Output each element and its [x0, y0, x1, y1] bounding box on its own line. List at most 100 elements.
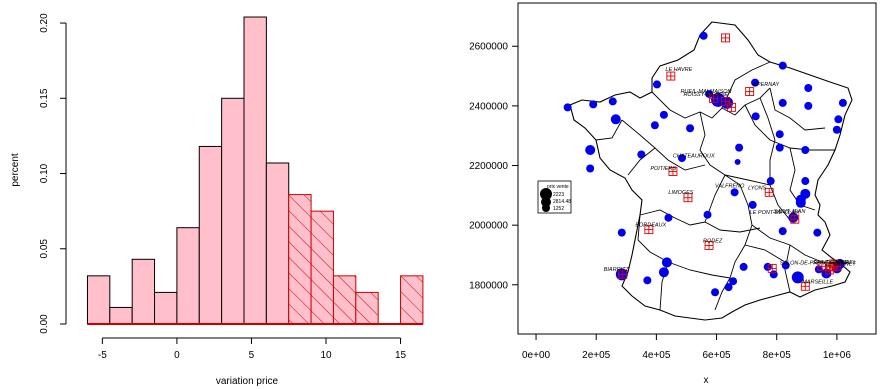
map-point [832, 125, 841, 134]
map-point [699, 31, 708, 40]
map-point [586, 164, 595, 173]
histogram-x-tick-label: 10 [320, 350, 332, 361]
map-y-tick-label: 2600000 [469, 42, 508, 53]
map-point [838, 98, 847, 107]
map-point [739, 262, 748, 271]
histogram-y-tick-label: 0.15 [39, 88, 50, 108]
map-city-label: RODEZ [703, 238, 723, 244]
map-point [801, 146, 810, 155]
map-city-label: SAINT-JEAN [774, 209, 806, 215]
map-point [735, 143, 744, 152]
map-city-label: BIARRITZ [604, 267, 630, 273]
histogram-y-axis: 0.00 0.05 0.10 0.15 0.20 [39, 13, 67, 334]
histogram-y-tick-label: 0.20 [39, 13, 50, 33]
map-chart: LE HAVRE EPERNAY RUEIL-MALMAISONROISSY-EN-… [469, 2, 877, 386]
map-highlight-marker [644, 225, 654, 235]
map-city-label: POITIERS [650, 166, 676, 172]
map-city-label: VALFRENO [715, 183, 745, 189]
map-point [686, 124, 695, 133]
histogram-bar-highlight [332, 275, 357, 325]
map-highlight-marker [683, 193, 693, 203]
map-point [775, 143, 784, 152]
map-point [775, 130, 784, 139]
map-highlight-marker [745, 87, 755, 97]
map-point [734, 158, 741, 165]
map-x-axis: 0e+00 2e+05 4e+05 6e+05 8e+05 1e+06 [522, 333, 851, 361]
map-point [617, 228, 626, 237]
map-point [801, 177, 810, 186]
map-y-tick-label: 1800000 [469, 280, 508, 291]
map-x-tick-label: 2e+05 [582, 350, 611, 361]
histogram-x-label: variation price [216, 376, 279, 387]
map-point [763, 262, 772, 271]
map-city-label: SALON-DE-PROVENCE [780, 261, 841, 267]
legend-entry-3: 1252 [553, 206, 564, 212]
map-city-labels: LE HAVRE EPERNAY RUEIL-MALMAISONROISSY-EN-… [604, 67, 857, 285]
map-point [677, 154, 686, 163]
map-point [711, 288, 720, 297]
histogram-y-tick-label: 0.10 [39, 163, 50, 183]
map-point [610, 114, 621, 125]
legend-entry-2: 2814.48 [553, 199, 571, 205]
map-point [664, 213, 673, 222]
map-city-label: ROISSY-EN-BRIE [683, 92, 728, 98]
map-highlight-marker [721, 33, 731, 43]
map-point [659, 110, 668, 119]
map-point [650, 121, 659, 130]
map-city-label: LYONS [748, 185, 766, 191]
map-highlight-marker [704, 240, 714, 250]
map-highlight-marker [618, 269, 628, 279]
map-highlight-marker [668, 167, 678, 176]
map-y-tick-label: 2400000 [469, 101, 508, 112]
map-city-label: LE CANNET [825, 262, 857, 268]
map-city-label: LE HAVRE [665, 67, 692, 73]
histogram-x-axis: -5 0 5 10 15 [98, 337, 407, 361]
map-point [781, 261, 790, 270]
histogram-bar [109, 306, 133, 325]
map-x-tick-label: 0e+00 [522, 350, 551, 361]
map-city-label: NICE [835, 260, 848, 266]
histogram-y-label: percent [10, 153, 21, 187]
map-point [778, 227, 787, 236]
map-point [705, 89, 714, 98]
map-point [791, 271, 804, 284]
histogram-x-tick-label: -5 [98, 350, 107, 361]
histogram-x-tick-label: 5 [249, 350, 255, 361]
map-highlight-marker [666, 71, 676, 81]
map-x-tick-label: 4e+05 [642, 350, 671, 361]
map-city-label: LIMOGES [668, 190, 693, 196]
map-point [730, 188, 739, 197]
map-point [589, 100, 598, 109]
histogram-y-tick-label: 0.05 [39, 239, 50, 259]
map-y-tick-label: 2200000 [469, 161, 508, 172]
map-legend: prix vente 2223 2814.48 1252 [537, 180, 572, 214]
map-highlight-marker [790, 214, 800, 224]
histogram-bar [221, 97, 245, 325]
map-point [751, 78, 760, 87]
histogram-chart: -5 0 5 10 15 0.00 0.05 0.10 0.15 0.20 variation … [10, 13, 424, 387]
map-point [766, 177, 775, 186]
histogram-y-tick-label: 0.00 [39, 314, 50, 334]
map-city-label: CHATEAUROUX [673, 153, 715, 159]
map-point [804, 83, 813, 92]
legend-entry-1: 2223 [553, 192, 564, 198]
map-points [563, 31, 847, 297]
map-point [724, 283, 733, 292]
histogram-bar [176, 227, 200, 325]
map-point [814, 265, 823, 274]
map-highlight-marker [800, 281, 810, 291]
histogram-bar-highlight [400, 275, 424, 325]
histogram-bar-highlight [355, 291, 379, 325]
map-highlight-marker [824, 265, 834, 275]
histogram-bar [131, 258, 156, 325]
histogram-bar [265, 162, 290, 325]
map-point [751, 112, 760, 121]
region-borders [595, 61, 835, 311]
legend-symbol-large [540, 188, 552, 200]
map-point [608, 97, 617, 106]
map-point [721, 96, 734, 109]
map-city-label: BORDEAUX [635, 223, 666, 229]
histogram-bar [154, 291, 178, 325]
map-city-label: EPERNAY [753, 82, 779, 88]
